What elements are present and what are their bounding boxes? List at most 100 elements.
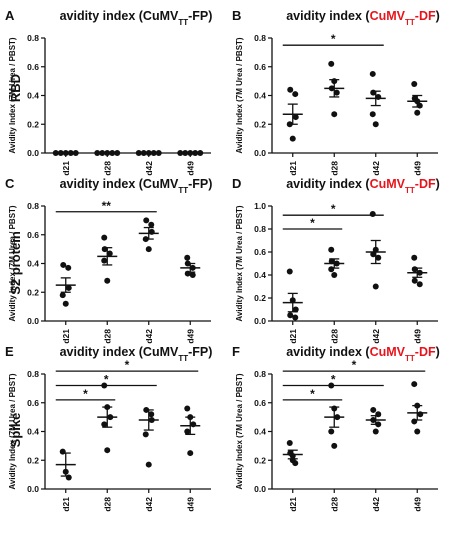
data-point bbox=[104, 447, 111, 454]
y-tick-label: 0.8 bbox=[27, 33, 39, 43]
x-tick-label: d49 bbox=[185, 329, 195, 344]
title-part: avidity index (CuMV bbox=[60, 9, 179, 23]
y-axis-label: Avidity Index (7M Urea / PBST) bbox=[8, 205, 17, 322]
data-point bbox=[333, 89, 340, 96]
y-tick-label: 0.4 bbox=[254, 270, 266, 280]
y-tick-label: 0.6 bbox=[27, 62, 39, 72]
significance-label: * bbox=[104, 373, 109, 387]
data-point bbox=[187, 450, 194, 457]
x-tick-label: d49 bbox=[412, 161, 422, 176]
y-tick-label: 0.0 bbox=[254, 484, 266, 494]
data-point bbox=[140, 150, 147, 156]
y-tick-label: 0.8 bbox=[27, 201, 39, 211]
data-point bbox=[62, 150, 69, 156]
data-point bbox=[286, 268, 293, 275]
title-part: -DF bbox=[415, 9, 436, 23]
data-point bbox=[150, 150, 157, 156]
x-tick-label: d21 bbox=[61, 329, 71, 344]
data-point bbox=[411, 381, 418, 388]
x-tick-label: d28 bbox=[329, 497, 339, 512]
x-tick-label: d42 bbox=[144, 497, 154, 512]
title-part: ) bbox=[436, 9, 440, 23]
data-point bbox=[372, 428, 379, 435]
data-point bbox=[411, 81, 418, 87]
data-point bbox=[145, 150, 152, 156]
panel-title: avidity index (CuMVTT-DF) bbox=[286, 345, 440, 363]
data-point bbox=[328, 258, 335, 265]
panel-letter: B bbox=[232, 8, 241, 23]
y-tick-label: 0.2 bbox=[27, 287, 39, 297]
y-tick-label: 0.6 bbox=[254, 62, 266, 72]
data-point bbox=[106, 250, 113, 257]
x-tick-label: d42 bbox=[144, 329, 154, 344]
data-point bbox=[414, 109, 421, 116]
panel-title: avidity index (CuMVTT-DF) bbox=[286, 9, 440, 27]
data-point bbox=[101, 421, 108, 428]
y-tick-label: 0.0 bbox=[27, 148, 39, 158]
data-point bbox=[197, 150, 204, 156]
data-point bbox=[72, 150, 79, 156]
title-part: -FP) bbox=[188, 345, 212, 359]
y-tick-label: 0.8 bbox=[254, 224, 266, 234]
data-point bbox=[65, 264, 72, 271]
data-point bbox=[292, 460, 299, 467]
significance-label: * bbox=[331, 373, 336, 387]
significance-label: * bbox=[310, 216, 315, 230]
data-point bbox=[372, 121, 379, 128]
x-tick-label: d21 bbox=[61, 161, 71, 176]
row-label: S2 protein bbox=[8, 231, 23, 295]
x-tick-label: d21 bbox=[288, 497, 298, 512]
x-tick-label: d42 bbox=[371, 161, 381, 176]
x-tick-label: d28 bbox=[329, 161, 339, 176]
row-label: RBD bbox=[8, 74, 23, 102]
data-point bbox=[145, 246, 152, 253]
title-part: CuMV bbox=[370, 9, 406, 23]
data-point bbox=[59, 292, 66, 299]
x-tick-label: d49 bbox=[412, 329, 422, 344]
data-point bbox=[114, 150, 121, 156]
data-point bbox=[369, 111, 376, 118]
x-tick-label: d42 bbox=[371, 329, 381, 344]
data-point bbox=[375, 254, 382, 261]
data-point bbox=[148, 411, 155, 418]
data-point bbox=[65, 284, 72, 291]
data-point bbox=[331, 442, 338, 449]
data-point bbox=[62, 300, 69, 307]
title-part: -DF bbox=[415, 177, 436, 191]
data-point bbox=[416, 281, 423, 288]
y-tick-label: 0.2 bbox=[27, 119, 39, 129]
y-tick-label: 0.6 bbox=[27, 230, 39, 240]
data-point bbox=[104, 277, 111, 284]
data-point bbox=[177, 150, 184, 156]
data-point bbox=[328, 428, 335, 435]
y-tick-label: 0.4 bbox=[254, 427, 266, 437]
title-part: avidity index (CuMV bbox=[60, 345, 179, 359]
title-part: avidity index (CuMV bbox=[60, 177, 179, 191]
x-tick-label: d28 bbox=[102, 329, 112, 344]
row-label: Spike bbox=[8, 413, 23, 448]
data-point bbox=[328, 60, 335, 67]
y-tick-label: 0.0 bbox=[254, 316, 266, 326]
data-point bbox=[65, 474, 72, 481]
data-point bbox=[155, 150, 162, 156]
panel-title: avidity index (CuMVTT-DF) bbox=[286, 177, 440, 195]
title-part: TT bbox=[178, 186, 188, 195]
data-point bbox=[292, 91, 299, 98]
y-tick-label: 0.6 bbox=[27, 398, 39, 408]
data-point bbox=[369, 70, 376, 77]
x-tick-label: d28 bbox=[102, 497, 112, 512]
data-point bbox=[414, 428, 421, 435]
y-axis-label: Avidity Index (7M Urea / PBST) bbox=[8, 37, 17, 154]
significance-label: * bbox=[331, 32, 336, 46]
y-tick-label: 0.6 bbox=[254, 247, 266, 257]
data-point bbox=[411, 277, 418, 284]
data-point bbox=[182, 150, 189, 156]
data-point bbox=[411, 418, 418, 425]
data-point bbox=[411, 254, 418, 261]
panel-letter: D bbox=[232, 176, 241, 191]
data-point bbox=[52, 150, 59, 156]
title-part: avidity index ( bbox=[286, 177, 370, 191]
